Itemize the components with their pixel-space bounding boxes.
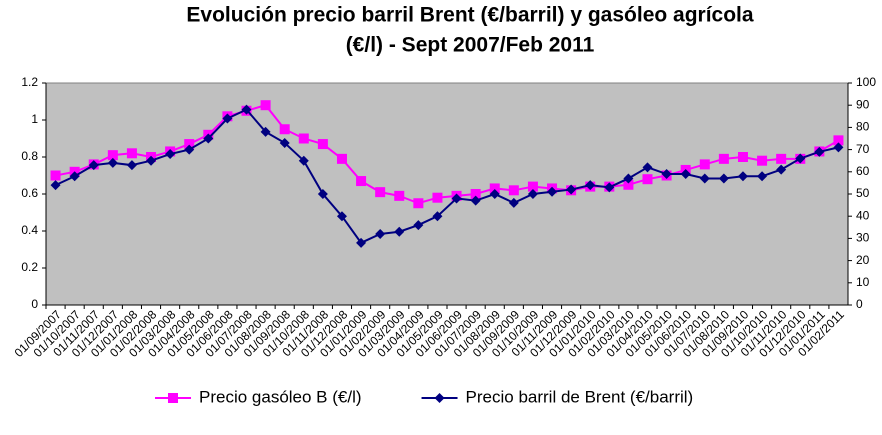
point (317, 139, 328, 150)
point (434, 393, 445, 403)
point (356, 176, 367, 187)
point (146, 155, 157, 166)
point (50, 170, 61, 181)
point (336, 153, 347, 164)
point (241, 104, 252, 115)
point (699, 159, 710, 170)
point (375, 228, 386, 239)
point (623, 179, 634, 190)
point (642, 162, 653, 173)
y2-tick-label: 70 (856, 142, 870, 156)
y-tick-label: 0.6 (21, 186, 38, 200)
point (184, 144, 195, 155)
point (527, 181, 538, 192)
point (680, 169, 691, 180)
point (279, 137, 290, 148)
point (126, 148, 137, 159)
point (547, 186, 558, 197)
point (623, 173, 634, 184)
y-tick-label: 0.8 (21, 149, 38, 163)
point (585, 180, 596, 191)
point (833, 142, 844, 153)
point (737, 152, 748, 162)
y2-tick-label: 10 (856, 275, 870, 289)
point (737, 171, 748, 182)
y-tick-label: 0.4 (21, 223, 38, 237)
point (184, 139, 195, 150)
point (107, 150, 118, 161)
point (168, 393, 178, 403)
point (413, 220, 424, 231)
legend-label: Precio gasóleo B (€/l) (199, 387, 362, 406)
point (222, 113, 233, 124)
point (642, 174, 653, 185)
point (661, 169, 672, 180)
y2-tick-label: 80 (856, 120, 870, 134)
point (394, 226, 405, 237)
y2-tick-label: 60 (856, 164, 870, 178)
y-tick-label: 1 (31, 112, 38, 126)
point (260, 126, 271, 137)
point (604, 182, 615, 193)
point (298, 155, 309, 166)
y2-tick-label: 20 (856, 253, 870, 267)
chart-title: (€/l) - Sept 2007/Feb 2011 (346, 34, 595, 57)
plot-area (45, 82, 849, 306)
point (88, 160, 99, 171)
y-tick-label: 0 (31, 297, 38, 311)
chart-title: Evolución precio barril Brent (€/barril)… (186, 4, 753, 27)
point (432, 192, 443, 203)
point (413, 198, 424, 209)
y2-tick-label: 0 (856, 297, 863, 311)
point (165, 149, 176, 160)
point (776, 153, 787, 164)
point (107, 157, 118, 168)
point (394, 190, 405, 201)
point (489, 189, 500, 199)
point (317, 189, 328, 199)
point (50, 180, 61, 191)
point (69, 171, 80, 182)
point (795, 153, 806, 164)
point (814, 146, 825, 157)
point (776, 164, 787, 175)
point (757, 171, 768, 182)
point (260, 100, 271, 111)
point (336, 211, 347, 222)
y-tick-label: 1.2 (21, 75, 38, 89)
point (375, 187, 386, 198)
y2-tick-label: 40 (856, 208, 870, 222)
point (279, 124, 290, 135)
point (508, 185, 519, 196)
point (527, 189, 538, 199)
point (356, 237, 367, 248)
point (432, 211, 443, 222)
legend-label: Precio barril de Brent (€/barril) (466, 387, 694, 406)
point (298, 133, 309, 144)
point (833, 135, 844, 146)
point (470, 189, 481, 199)
point (451, 193, 462, 204)
point (757, 155, 768, 166)
point (508, 197, 519, 208)
y2-tick-label: 90 (856, 97, 870, 111)
y2-tick-label: 30 (856, 231, 870, 245)
point (718, 153, 729, 164)
point (699, 173, 710, 184)
y2-tick-label: 100 (856, 75, 876, 89)
point (718, 173, 729, 184)
point (489, 183, 500, 194)
point (470, 195, 481, 206)
y2-tick-label: 50 (856, 186, 870, 200)
y-tick-label: 0.2 (21, 260, 38, 274)
point (126, 160, 137, 171)
point (203, 133, 214, 144)
point (566, 184, 577, 195)
